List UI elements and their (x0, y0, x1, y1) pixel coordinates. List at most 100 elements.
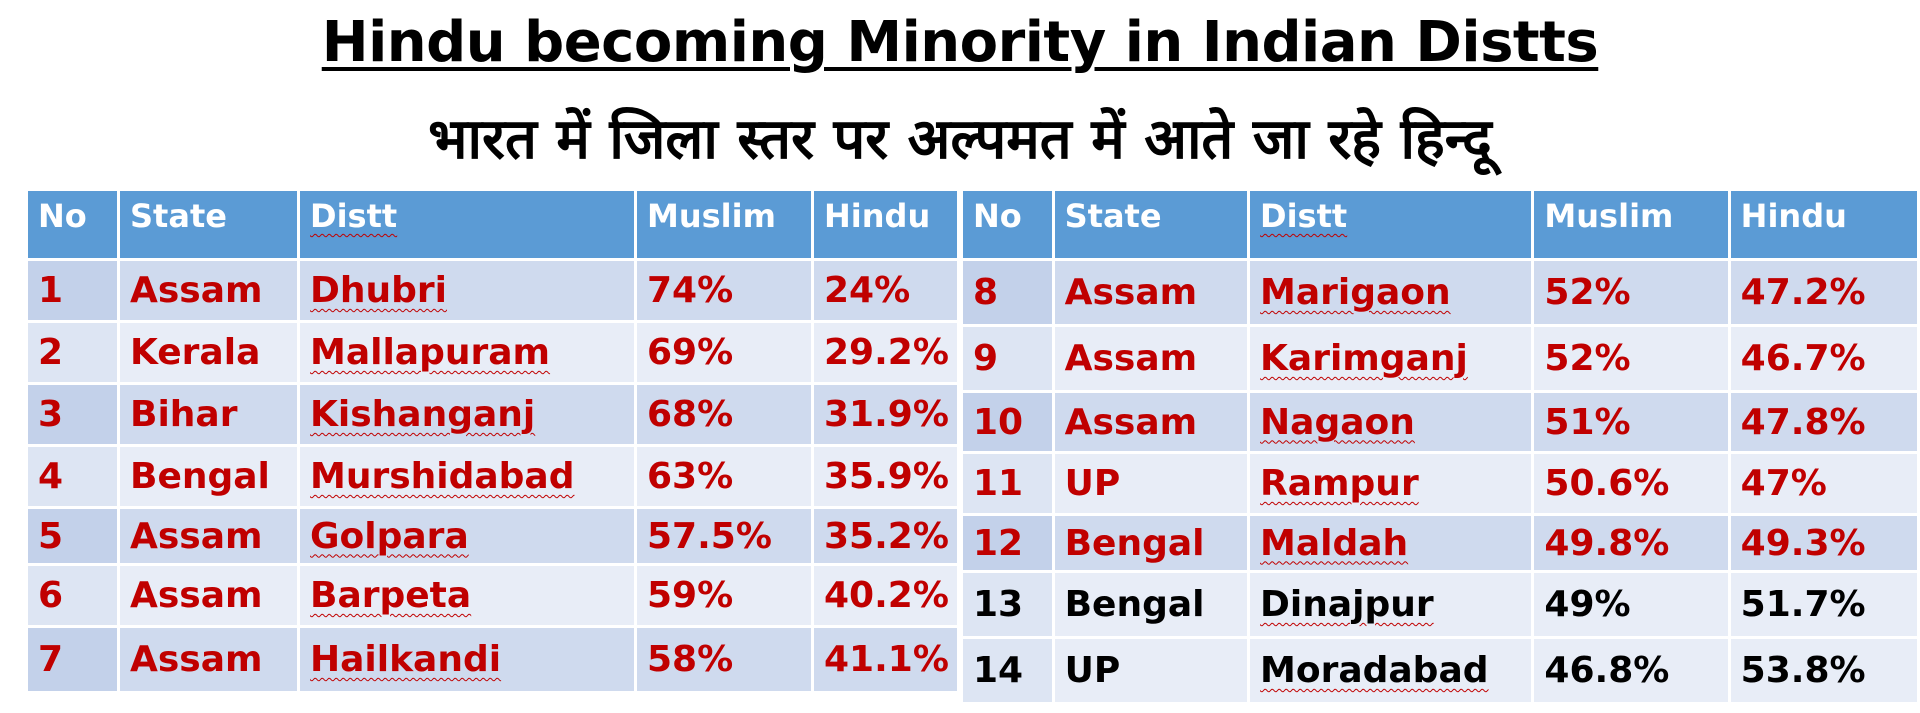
state-cell: Bengal (1051, 570, 1251, 639)
muslim-percent-cell: 49.8% (1531, 513, 1731, 573)
districts-table-right: No State Distt Muslim Hindu 8 Assam Mariga… (960, 188, 1920, 705)
muslim-percent-cell: 74% (634, 258, 814, 323)
header-no: No (25, 188, 120, 261)
row-number: 13 (960, 570, 1055, 639)
district-cell: Karimganj (1247, 324, 1535, 393)
district-cell: Moradabad (1247, 636, 1535, 705)
row-number: 10 (960, 390, 1055, 454)
district-cell: Marigaon (1247, 258, 1535, 327)
row-number: 3 (25, 382, 120, 447)
table-row: 5 Assam Golpara 57.5% 35.2% (25, 506, 960, 566)
state-cell: Assam (117, 506, 300, 566)
muslim-percent-cell: 50.6% (1531, 451, 1731, 516)
state-cell: Assam (1051, 324, 1251, 393)
hindu-percent-cell: 24% (811, 258, 960, 323)
header-hindu: Hindu (1727, 188, 1920, 261)
state-cell: UP (1051, 636, 1251, 705)
table-row: 8 Assam Marigaon 52% 47.2% (960, 258, 1920, 327)
hindu-percent-cell: 47.2% (1727, 258, 1920, 327)
district-cell: Rampur (1247, 451, 1535, 516)
districts-table-left: No State Distt Muslim Hindu 1 Assam Dhubri… (25, 188, 960, 694)
header-distt: Distt (1247, 188, 1535, 261)
table-row: 9 Assam Karimganj 52% 46.7% (960, 324, 1920, 393)
district-cell: Barpeta (297, 563, 637, 628)
state-cell: Assam (117, 258, 300, 323)
table-row: 11 UP Rampur 50.6% 47% (960, 451, 1920, 516)
hindu-percent-cell: 35.9% (811, 444, 960, 509)
district-cell: Murshidabad (297, 444, 637, 509)
row-number: 7 (25, 625, 120, 694)
muslim-percent-cell: 68% (634, 382, 814, 447)
row-number: 5 (25, 506, 120, 566)
row-number: 14 (960, 636, 1055, 705)
district-cell: Hailkandi (297, 625, 637, 694)
muslim-percent-cell: 46.8% (1531, 636, 1731, 705)
header-no: No (960, 188, 1055, 261)
state-cell: Bihar (117, 382, 300, 447)
muslim-percent-cell: 58% (634, 625, 814, 694)
state-cell: Kerala (117, 320, 300, 385)
row-number: 2 (25, 320, 120, 385)
row-number: 4 (25, 444, 120, 509)
hindu-percent-cell: 41.1% (811, 625, 960, 694)
district-cell: Dinajpur (1247, 570, 1535, 639)
muslim-percent-cell: 59% (634, 563, 814, 628)
hindu-percent-cell: 40.2% (811, 563, 960, 628)
hindu-percent-cell: 31.9% (811, 382, 960, 447)
header-muslim: Muslim (1531, 188, 1731, 261)
page-subtitle-hindi: भारत में जिला स्तर पर अल्पमत में आते जा … (428, 107, 1492, 172)
table-header-row: No State Distt Muslim Hindu (960, 188, 1920, 261)
table-row: 7 Assam Hailkandi 58% 41.1% (25, 625, 960, 694)
row-number: 6 (25, 563, 120, 628)
muslim-percent-cell: 49% (1531, 570, 1731, 639)
hindu-percent-cell: 46.7% (1727, 324, 1920, 393)
state-cell: Assam (1051, 390, 1251, 454)
state-cell: Assam (1051, 258, 1251, 327)
table-row: 3 Bihar Kishanganj 68% 31.9% (25, 382, 960, 447)
muslim-percent-cell: 51% (1531, 390, 1731, 454)
header-muslim: Muslim (634, 188, 814, 261)
district-cell: Kishanganj (297, 382, 637, 447)
table-row: 6 Assam Barpeta 59% 40.2% (25, 563, 960, 628)
row-number: 11 (960, 451, 1055, 516)
district-cell: Dhubri (297, 258, 637, 323)
muslim-percent-cell: 57.5% (634, 506, 814, 566)
table-row: 10 Assam Nagaon 51% 47.8% (960, 390, 1920, 454)
page-title: Hindu becoming Minority in Indian Distts (321, 10, 1599, 75)
muslim-percent-cell: 52% (1531, 324, 1731, 393)
muslim-percent-cell: 69% (634, 320, 814, 385)
row-number: 9 (960, 324, 1055, 393)
header-state: State (1051, 188, 1251, 261)
state-cell: Assam (117, 625, 300, 694)
header-hindu: Hindu (811, 188, 960, 261)
table-row: 12 Bengal Maldah 49.8% 49.3% (960, 513, 1920, 573)
state-cell: Bengal (1051, 513, 1251, 573)
hindu-percent-cell: 47% (1727, 451, 1920, 516)
table-row: 13 Bengal Dinajpur 49% 51.7% (960, 570, 1920, 639)
hindu-percent-cell: 35.2% (811, 506, 960, 566)
header-state: State (117, 188, 300, 261)
muslim-percent-cell: 63% (634, 444, 814, 509)
hindu-percent-cell: 53.8% (1727, 636, 1920, 705)
table-row: 2 Kerala Mallapuram 69% 29.2% (25, 320, 960, 385)
district-cell: Mallapuram (297, 320, 637, 385)
hindu-percent-cell: 51.7% (1727, 570, 1920, 639)
district-cell: Golpara (297, 506, 637, 566)
state-cell: UP (1051, 451, 1251, 516)
state-cell: Bengal (117, 444, 300, 509)
header-distt: Distt (297, 188, 637, 261)
district-cell: Nagaon (1247, 390, 1535, 454)
state-cell: Assam (117, 563, 300, 628)
hindu-percent-cell: 47.8% (1727, 390, 1920, 454)
table-row: 4 Bengal Murshidabad 63% 35.9% (25, 444, 960, 509)
muslim-percent-cell: 52% (1531, 258, 1731, 327)
row-number: 8 (960, 258, 1055, 327)
hindu-percent-cell: 49.3% (1727, 513, 1920, 573)
hindu-percent-cell: 29.2% (811, 320, 960, 385)
table-row: 14 UP Moradabad 46.8% 53.8% (960, 636, 1920, 705)
row-number: 1 (25, 258, 120, 323)
district-cell: Maldah (1247, 513, 1535, 573)
table-header-row: No State Distt Muslim Hindu (25, 188, 960, 261)
table-row: 1 Assam Dhubri 74% 24% (25, 258, 960, 323)
row-number: 12 (960, 513, 1055, 573)
